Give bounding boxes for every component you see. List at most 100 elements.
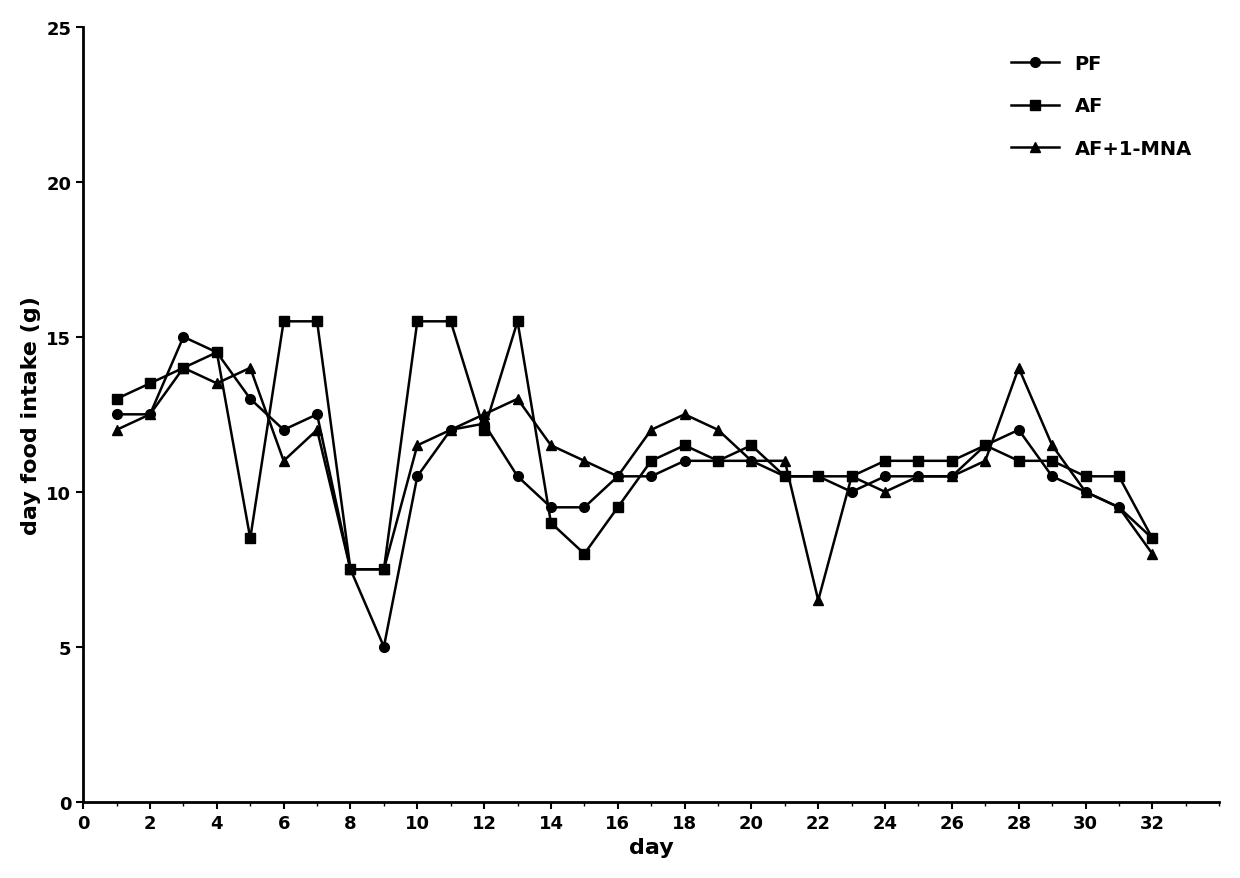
AF xyxy=(911,456,926,466)
AF xyxy=(443,317,458,327)
AF+1-MNA xyxy=(677,409,692,420)
AF xyxy=(1044,456,1059,466)
AF+1-MNA xyxy=(911,471,926,482)
AF+1-MNA xyxy=(711,425,725,435)
Line: AF: AF xyxy=(112,317,1157,574)
PF xyxy=(878,471,893,482)
AF+1-MNA xyxy=(243,363,258,374)
PF xyxy=(1111,502,1126,513)
PF xyxy=(543,502,558,513)
PF xyxy=(243,394,258,405)
AF xyxy=(777,471,792,482)
PF xyxy=(1044,471,1059,482)
AF xyxy=(878,456,893,466)
PF xyxy=(677,456,692,466)
AF xyxy=(945,456,960,466)
AF xyxy=(377,565,392,575)
AF+1-MNA xyxy=(143,409,157,420)
AF+1-MNA xyxy=(610,471,625,482)
AF xyxy=(1145,534,1159,544)
AF+1-MNA xyxy=(978,456,993,466)
AF xyxy=(1111,471,1126,482)
PF xyxy=(143,409,157,420)
PF xyxy=(844,487,859,498)
AF xyxy=(310,317,325,327)
PF xyxy=(277,425,291,435)
AF xyxy=(510,317,525,327)
AF+1-MNA xyxy=(443,425,458,435)
AF xyxy=(577,549,591,559)
AF xyxy=(243,534,258,544)
PF xyxy=(945,471,960,482)
AF+1-MNA xyxy=(1111,502,1126,513)
AF xyxy=(811,471,826,482)
Line: PF: PF xyxy=(112,333,1157,652)
AF xyxy=(744,441,759,451)
PF xyxy=(176,332,191,342)
AF+1-MNA xyxy=(210,378,224,389)
PF xyxy=(1145,534,1159,544)
AF+1-MNA xyxy=(410,441,425,451)
AF xyxy=(543,518,558,529)
PF xyxy=(476,419,491,429)
PF xyxy=(443,425,458,435)
AF+1-MNA xyxy=(1078,487,1092,498)
AF+1-MNA xyxy=(945,471,960,482)
AF xyxy=(978,441,993,451)
AF+1-MNA xyxy=(377,565,392,575)
AF xyxy=(610,502,625,513)
PF xyxy=(310,409,325,420)
AF+1-MNA xyxy=(644,425,658,435)
PF xyxy=(210,348,224,358)
PF xyxy=(1078,487,1092,498)
AF xyxy=(677,441,692,451)
AF+1-MNA xyxy=(744,456,759,466)
PF xyxy=(777,471,792,482)
AF+1-MNA xyxy=(176,363,191,374)
AF+1-MNA xyxy=(811,595,826,606)
Y-axis label: day food intake (g): day food intake (g) xyxy=(21,296,41,534)
PF xyxy=(577,502,591,513)
AF xyxy=(644,456,658,466)
AF xyxy=(844,471,859,482)
AF+1-MNA xyxy=(343,565,358,575)
AF xyxy=(1078,471,1092,482)
PF xyxy=(343,565,358,575)
AF xyxy=(476,425,491,435)
AF xyxy=(1012,456,1027,466)
AF xyxy=(410,317,425,327)
AF+1-MNA xyxy=(543,441,558,451)
PF xyxy=(1012,425,1027,435)
PF xyxy=(911,471,926,482)
PF xyxy=(510,471,525,482)
AF+1-MNA xyxy=(878,487,893,498)
Line: AF+1-MNA: AF+1-MNA xyxy=(112,363,1157,606)
Legend: PF, AF, AF+1-MNA: PF, AF, AF+1-MNA xyxy=(1003,47,1200,166)
PF xyxy=(644,471,658,482)
AF+1-MNA xyxy=(1145,549,1159,559)
X-axis label: day: day xyxy=(629,838,673,857)
AF xyxy=(343,565,358,575)
AF xyxy=(711,456,725,466)
PF xyxy=(377,642,392,652)
AF+1-MNA xyxy=(1012,363,1027,374)
AF xyxy=(109,394,124,405)
AF+1-MNA xyxy=(310,425,325,435)
PF xyxy=(711,456,725,466)
AF xyxy=(176,363,191,374)
AF xyxy=(277,317,291,327)
AF+1-MNA xyxy=(277,456,291,466)
PF xyxy=(109,409,124,420)
AF+1-MNA xyxy=(476,409,491,420)
PF xyxy=(811,471,826,482)
AF+1-MNA xyxy=(577,456,591,466)
AF+1-MNA xyxy=(777,456,792,466)
PF xyxy=(744,456,759,466)
PF xyxy=(610,471,625,482)
AF+1-MNA xyxy=(1044,441,1059,451)
PF xyxy=(410,471,425,482)
AF xyxy=(143,378,157,389)
AF+1-MNA xyxy=(844,471,859,482)
AF+1-MNA xyxy=(510,394,525,405)
PF xyxy=(978,441,993,451)
